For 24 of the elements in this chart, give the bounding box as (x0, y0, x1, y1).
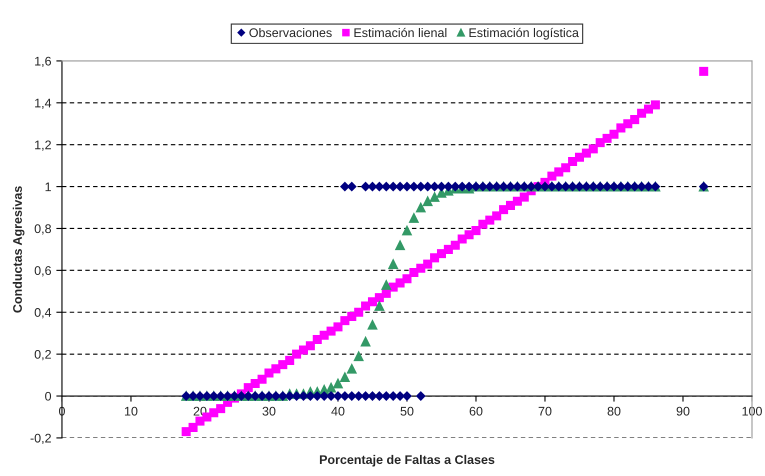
x-tick-label: 10 (124, 406, 138, 416)
x-tick-label: 40 (331, 406, 344, 416)
x-tick-label: 80 (608, 406, 620, 416)
y-tick-label: 0,8 (34, 224, 52, 235)
legend-label: Estimación logística (469, 28, 579, 40)
y-tick-label: 1 (46, 182, 51, 192)
legend-label: Estimación lienal (354, 28, 446, 38)
x-axis-title: Porcentaje de Faltas a Clases (320, 454, 494, 467)
y-tick-label: 1,6 (35, 56, 51, 68)
x-tick-label: 50 (400, 406, 414, 416)
y-tick-label: 0,2 (34, 350, 51, 360)
legend-label: Observaciones (249, 28, 332, 38)
x-tick-label: 60 (470, 406, 482, 416)
y-tick-label: 1,4 (35, 98, 52, 109)
y-tick-label: 0 (45, 392, 52, 401)
y-tick-label: 1,2 (35, 140, 51, 151)
y-tick-label: -0,2 (30, 434, 51, 444)
x-tick-label: 70 (538, 406, 552, 416)
y-tick-label: 0,4 (34, 308, 52, 318)
y-axis-title: Conductas Agresivas (12, 186, 24, 313)
x-tick-label: 100 (742, 406, 762, 416)
x-tick-label: 30 (262, 406, 276, 416)
x-tick-label: 90 (676, 406, 690, 416)
y-tick-label: 0,6 (34, 266, 51, 276)
